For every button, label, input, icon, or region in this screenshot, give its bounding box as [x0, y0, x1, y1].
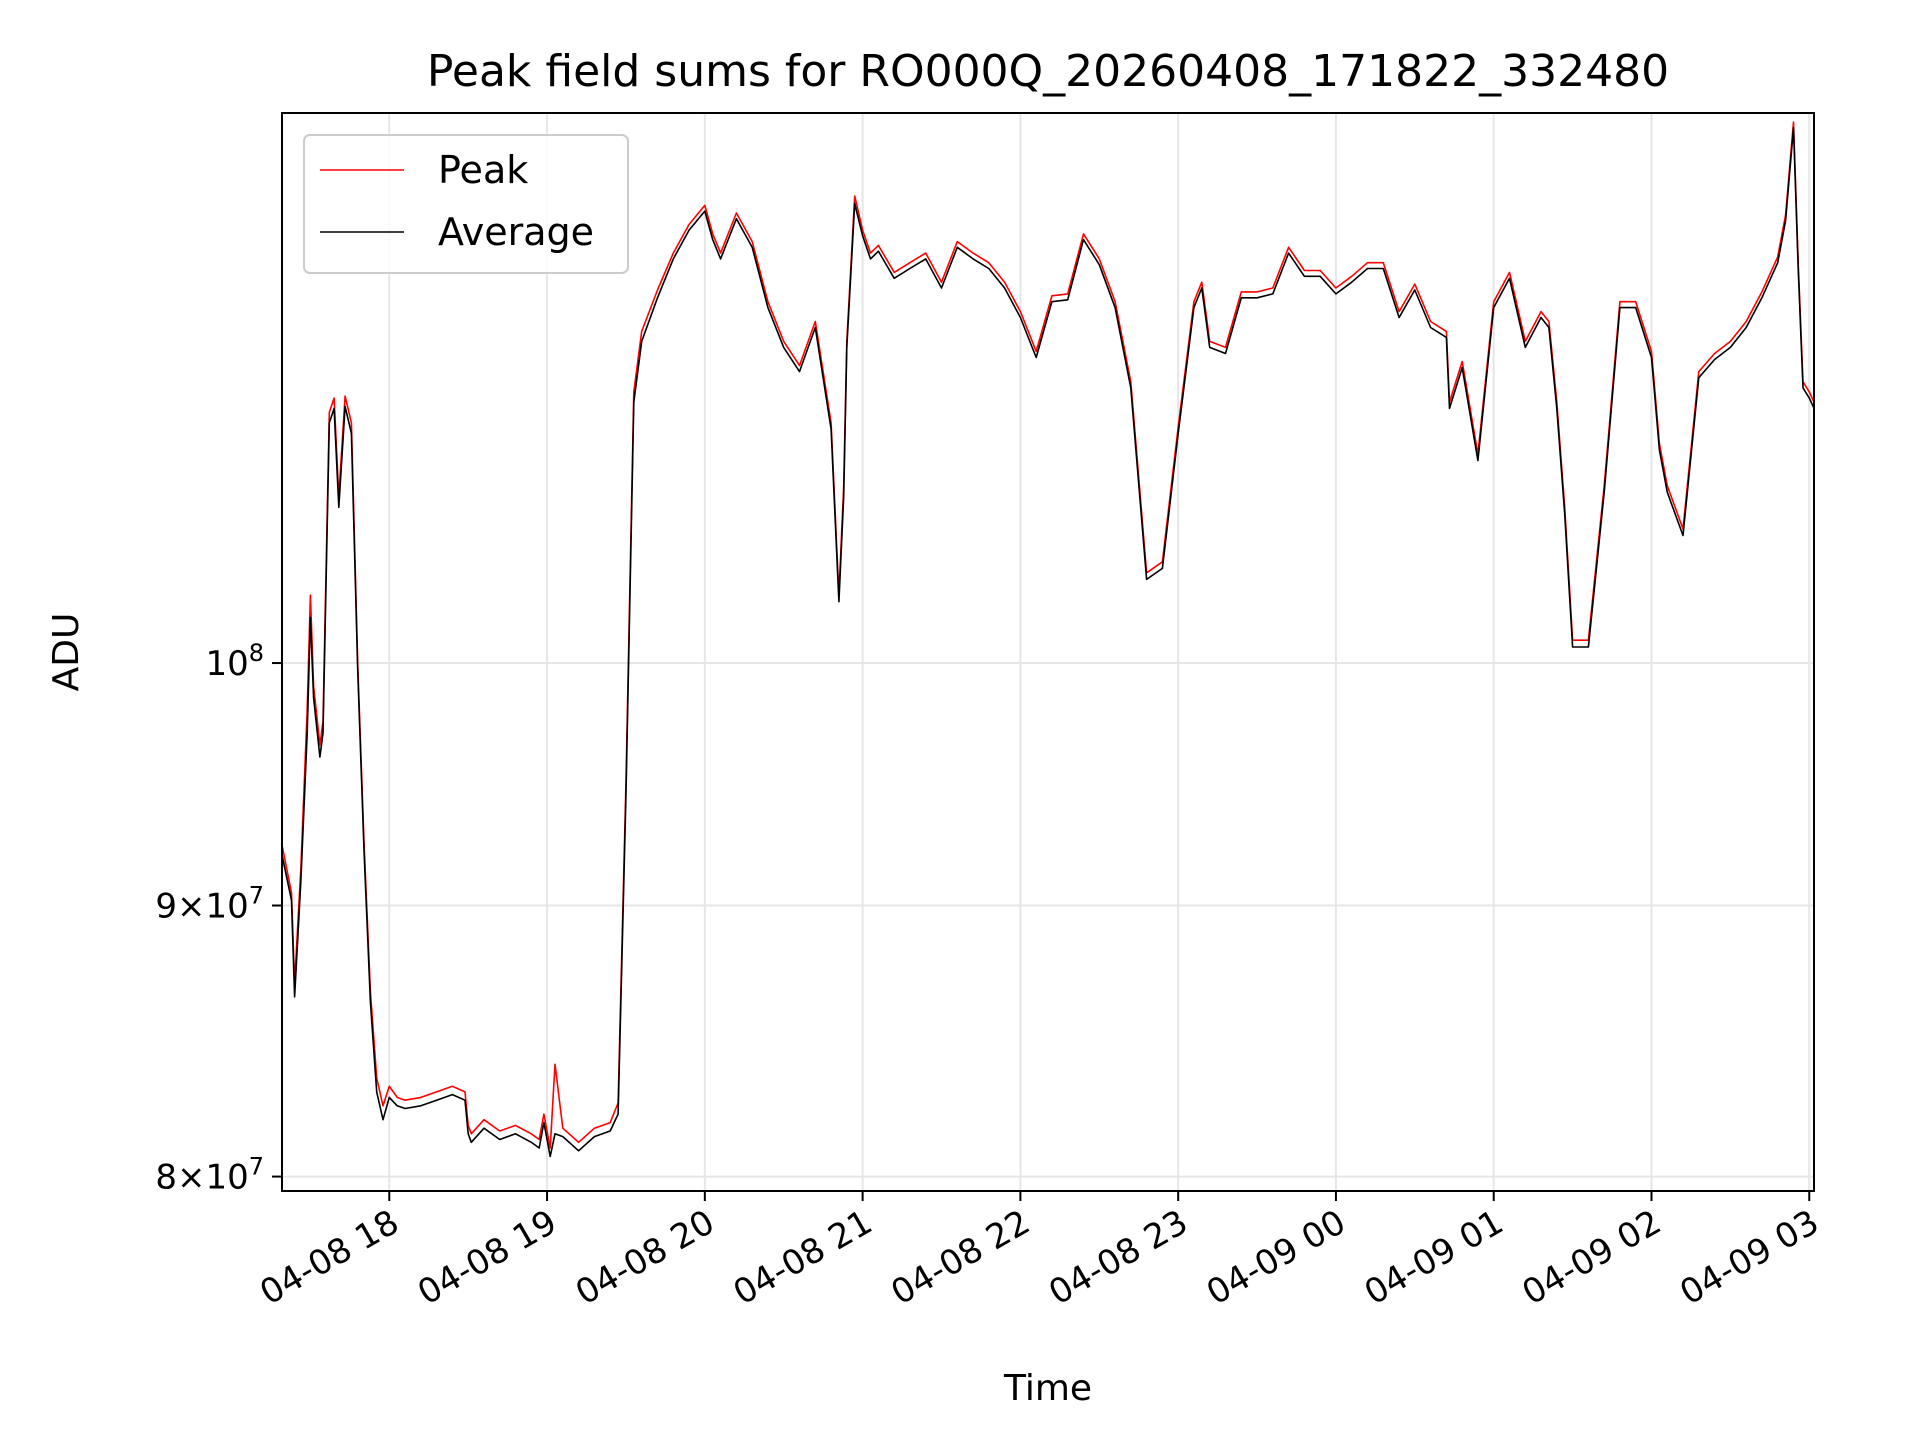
legend-label-peak: Peak: [438, 148, 528, 192]
legend: Peak Average: [303, 134, 629, 274]
legend-label-average: Average: [438, 210, 594, 254]
y-tick-label-2: 108: [205, 639, 264, 684]
series-line-average: [281, 126, 1815, 1158]
grid: [282, 113, 1814, 1191]
y-tick-label-1: 9×107: [155, 882, 264, 927]
x-axis-label: Time: [1003, 1368, 1092, 1409]
plot-frame: [281, 112, 1815, 1192]
y-tick-label-0: 8×107: [155, 1153, 264, 1198]
y-axis-label: ADU: [46, 613, 87, 692]
chart-title: Peak field sums for RO000Q_20260408_1718…: [427, 46, 1669, 97]
series-group: [281, 121, 1815, 1158]
